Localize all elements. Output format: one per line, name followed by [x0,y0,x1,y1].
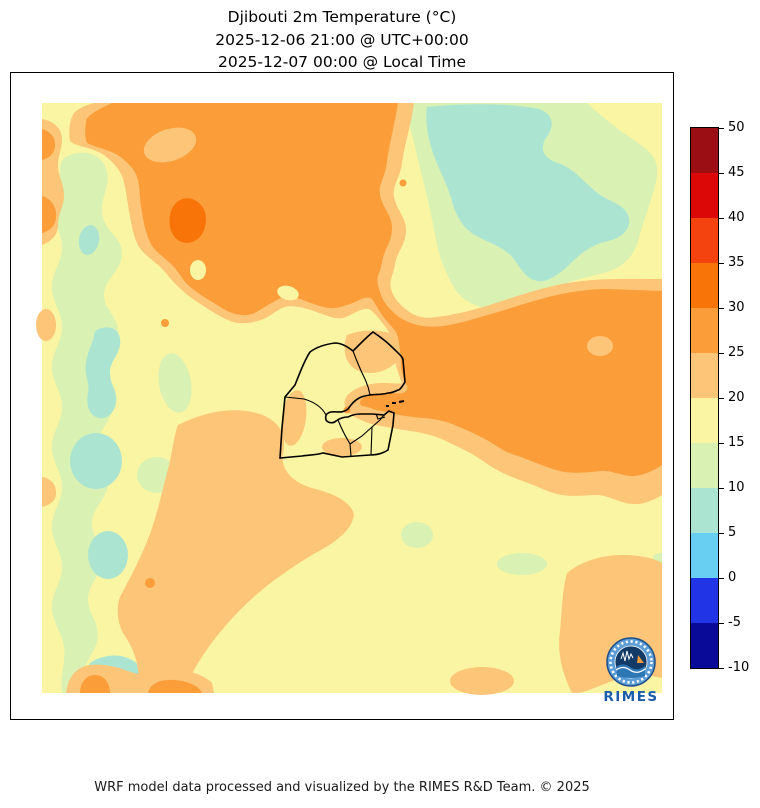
contour-20-25-island [587,336,613,356]
colorbar-tick-mark [719,263,724,264]
logo-wordmark: RIMES [603,689,658,705]
contour-25-30-dot [379,127,387,135]
colorbar-segments [690,127,719,669]
contour-30-35-core [169,198,206,243]
contour-20-25-patch [281,390,307,446]
contour-20-25-patch [42,477,56,507]
colorbar-tick-label: 15 [728,435,745,450]
contour-25-30-main [85,103,662,477]
colorbar-tick-label: 30 [728,300,745,315]
contour-20-25-patch [36,309,56,341]
contour-5-10-patch [78,225,100,255]
colorbar-tick-mark [719,668,724,669]
contour-field [36,103,662,695]
logo-wave-line [615,666,646,673]
rimes-logo: RIMES [603,637,658,705]
contour-5-10-patch [88,531,128,579]
colorbar-tick-label: 0 [728,570,737,585]
colorbar-bin-40-45 [691,173,718,218]
colorbar-bin--10--5 [691,623,718,668]
contour-5-10-patch [70,433,122,489]
plot-subtitle-utc: 2025-12-06 21:00 @ UTC+00:00 [215,30,469,49]
contour-25-30-dot [145,578,155,588]
colorbar-tick-mark [719,623,724,624]
logo-sail-icon [637,655,644,663]
colorbar-bin-30-35 [691,263,718,308]
colorbar-bin-10-15 [691,443,718,488]
colorbar-bin-15-20 [691,398,718,443]
djibouti-internal-border [352,350,371,396]
colorbar-tick-label: 40 [728,210,745,225]
contour-20-25-country-ne [344,330,402,373]
colorbar-bin--5-0 [691,578,718,623]
djibouti-boundaries [279,331,406,459]
contour-5-10-topright-patch [426,104,630,282]
colorbar-tick-mark [719,443,724,444]
contour-10-15-patch [497,553,547,575]
colorbar-tick-label: 50 [728,120,745,135]
colorbar-tick-mark [719,488,724,489]
colorbar-tick-mark [719,533,724,534]
contour-25-30-leftedge-blob [42,129,55,160]
contour-25-30-dot [399,179,407,187]
contour-25-30-bottom-blob [80,675,110,693]
logo-ring-rim [606,637,656,687]
colorbar-tick-mark [719,308,724,309]
contour-5-10-patch [85,327,121,419]
title-block: Djibouti 2m Temperature (°C) 2025-12-06 … [0,6,684,74]
logo-ring-microtext [609,640,653,684]
contour-10-15-left-band [52,152,122,693]
contour-15-20-island [277,285,299,301]
colorbar-tick-label: -10 [728,660,750,675]
colorbar-bin-20-25 [691,353,718,398]
contour-25-30-dot [161,319,169,327]
contour-20-25-sw-band [117,410,354,693]
colorbar-bin-35-40 [691,218,718,263]
footer-credit: WRF model data processed and visualized … [94,780,590,795]
colorbar-tick-mark [719,353,724,354]
colorbar-bin-5-10 [691,488,718,533]
colorbar-tick-mark [719,128,724,129]
contour-10-15-patch [401,522,433,548]
colorbar-ticks: 50 45 40 35 30 25 20 15 10 5 0 -5 -10 [690,120,760,675]
colorbar-bin-25-30 [691,308,718,353]
coastal-island-marks [386,400,405,407]
colorbar-tick-label: 25 [728,345,745,360]
contour-15-20-island [190,260,206,280]
map-axes-frame: RIMES [10,72,674,720]
plot-subtitle-local: 2025-12-07 00:00 @ Local Time [217,53,467,71]
plot-title: Djibouti 2m Temperature (°C) [227,8,457,26]
djibouti-internal-border [284,396,327,416]
contour-25-30-bottom-blob [148,679,202,693]
djibouti-internal-border [370,426,373,456]
colorbar-tick-label: 45 [728,165,745,180]
colorbar-tick-mark [719,218,724,219]
colorbar-tick-label: 10 [728,480,745,495]
logo-seismograph-line [620,650,634,662]
contour-20-25-island [143,127,197,163]
colorbar-tick-label: 20 [728,390,745,405]
djibouti-outer-border [279,331,406,459]
colorbar-tick-mark [719,398,724,399]
colorbar-tick-label: 35 [728,255,745,270]
colorbar-tick-label: -5 [728,615,741,630]
temperature-map: RIMES [36,103,662,705]
colorbar-tick-mark [719,173,724,174]
djibouti-internal-border [375,413,386,420]
colorbar-bin-0-5 [691,533,718,578]
colorbar-tick-mark [719,578,724,579]
colorbar: 50 45 40 35 30 25 20 15 10 5 0 -5 -10 [690,120,760,675]
colorbar-tick-label: 5 [728,525,737,540]
colorbar-bin-45-50 [691,128,718,173]
contour-20-25-patch [450,667,514,695]
contour-25-30-leftedge-blob [42,196,57,233]
contour-10-15-patch [158,353,192,413]
